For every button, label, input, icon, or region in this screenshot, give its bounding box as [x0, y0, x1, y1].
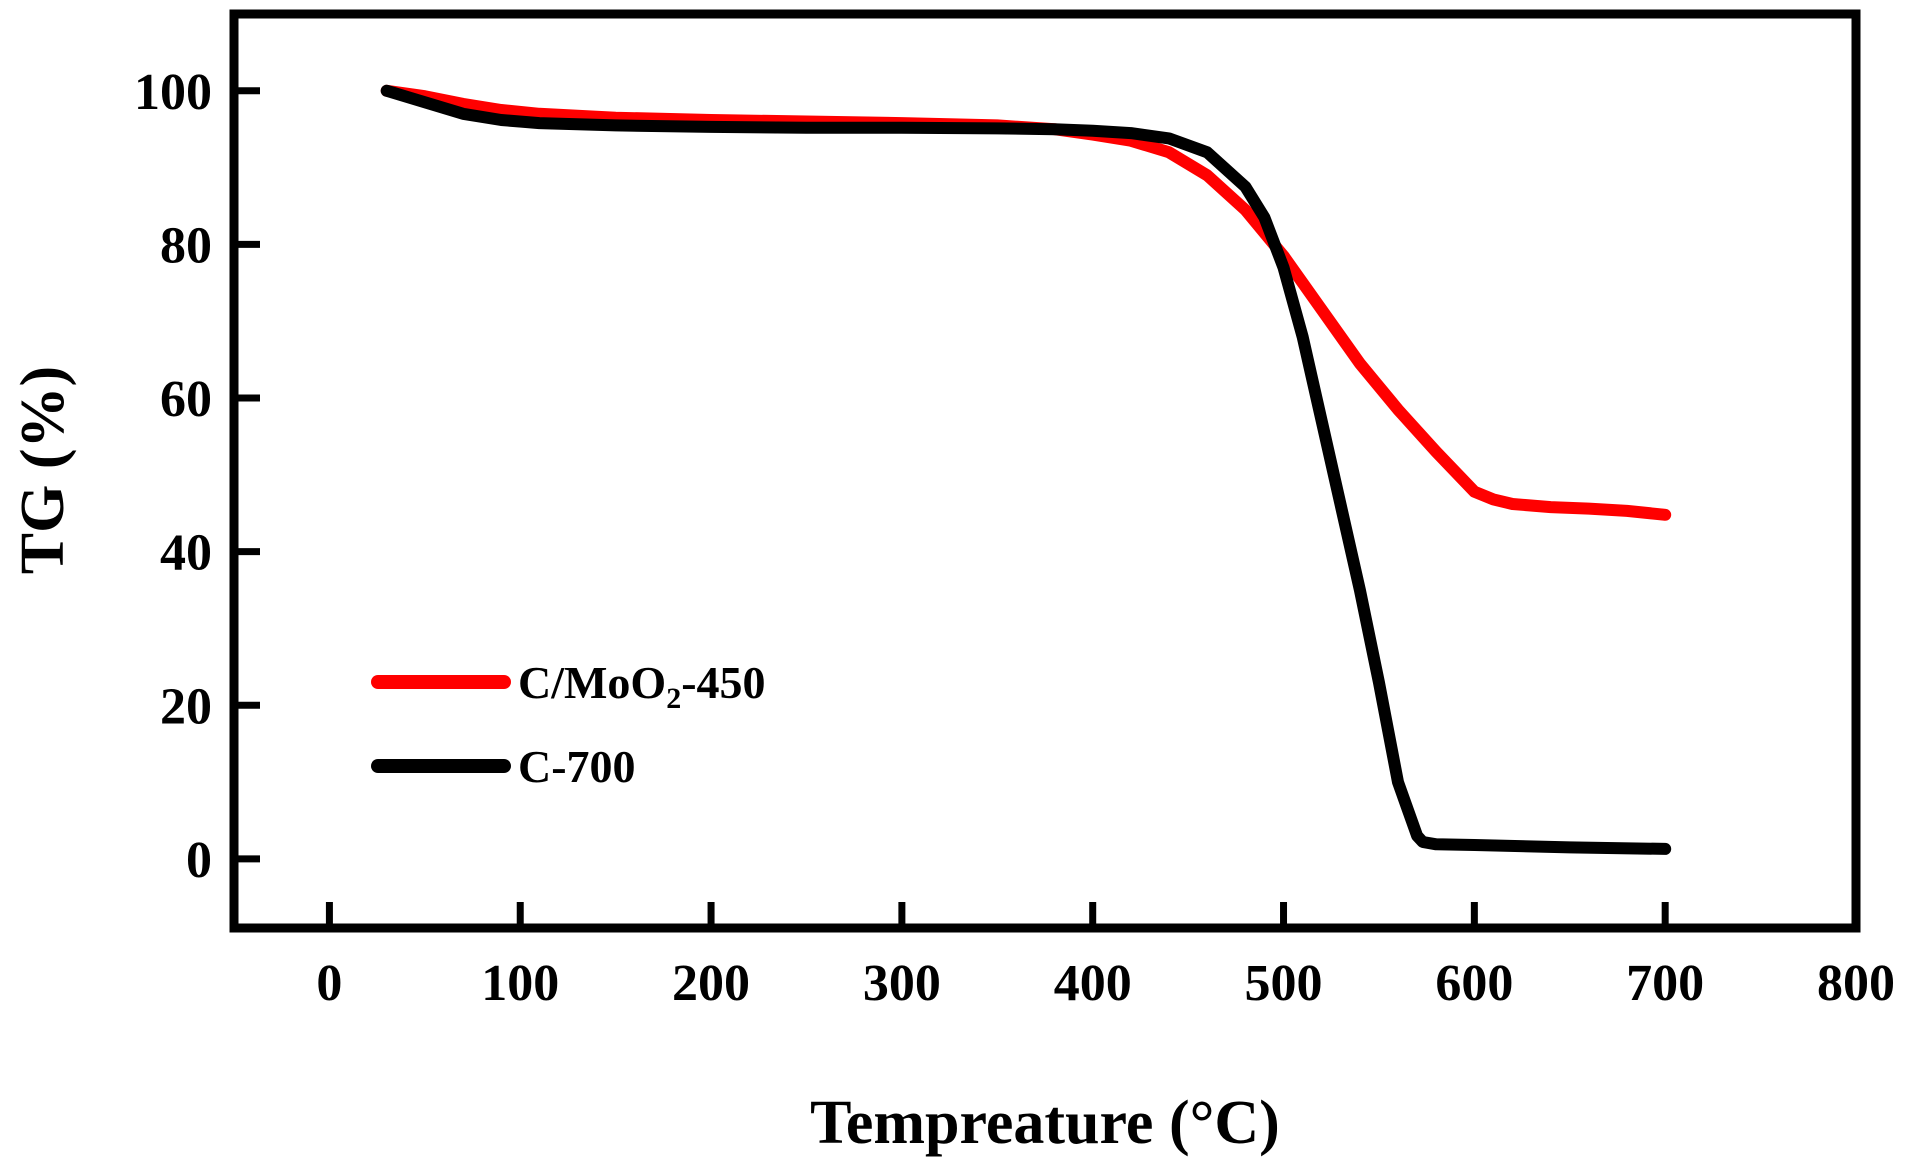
- series-line-c-moo2-450: [380, 84, 1672, 521]
- x-tick-label: 0: [316, 955, 342, 1012]
- x-tick-label: 200: [672, 955, 750, 1012]
- y-tick-label: 40: [160, 525, 212, 582]
- x-tick-label: 100: [481, 955, 559, 1012]
- y-axis-title: TG (%): [9, 366, 77, 574]
- x-tick-label: 300: [863, 955, 941, 1012]
- legend-label-main: C/MoO: [518, 657, 666, 708]
- legend-label-main: C-700: [518, 741, 636, 792]
- plot-frame: [229, 9, 1861, 933]
- x-tick-label: 400: [1054, 955, 1132, 1012]
- series-line-c-700: [380, 84, 1672, 855]
- legend: C/MoO2-450 C-700: [371, 657, 766, 792]
- legend-label-subscript: 2: [666, 682, 681, 715]
- x-tick-label: 800: [1817, 955, 1895, 1012]
- x-tick-label: 600: [1435, 955, 1513, 1012]
- y-tick-label: 20: [160, 678, 212, 735]
- x-tick-label: 700: [1626, 955, 1704, 1012]
- y-tick-label: 60: [160, 371, 212, 428]
- legend-label-tail: -450: [681, 657, 765, 708]
- series-layer: [380, 84, 1672, 855]
- legend-label: C/MoO2-450: [518, 657, 766, 715]
- y-tick-label: 0: [186, 832, 212, 889]
- x-axis-title: Tempreature (°C): [810, 1089, 1280, 1157]
- x-tick-label: 500: [1245, 955, 1323, 1012]
- y-tick-label: 80: [160, 217, 212, 274]
- legend-label: C-700: [518, 741, 636, 792]
- y-tick-label: 100: [134, 64, 212, 121]
- x-axis: 0 100 200 300 400 500 600 700 800: [316, 902, 1895, 1012]
- y-axis: 0 20 40 60 80 100: [134, 64, 260, 889]
